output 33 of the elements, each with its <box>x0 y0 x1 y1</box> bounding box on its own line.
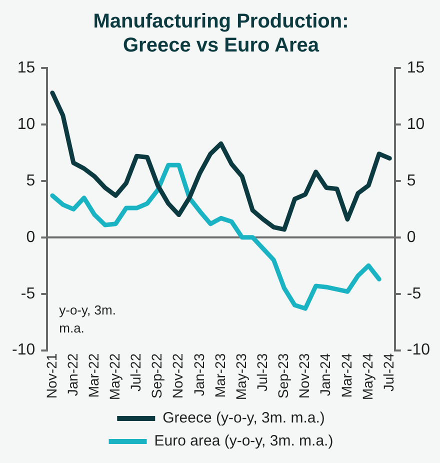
x-tick-label: Jan-24 <box>317 353 334 396</box>
x-tick-label: Nov-22 <box>170 353 186 398</box>
x-tick-label: May-22 <box>106 353 122 400</box>
x-tick-label: Jan-23 <box>190 353 207 396</box>
y-tick-label: 5 <box>26 172 36 190</box>
y-tick-label: -10 <box>12 342 36 359</box>
y2-tick-label: -5 <box>406 285 422 302</box>
y2-tick-label: 0 <box>406 228 416 246</box>
y2-tick-label: 10 <box>406 116 425 133</box>
x-tick-label: Nov-23 <box>296 353 312 398</box>
y2-tick-label: -10 <box>406 342 430 359</box>
y2-tick-label: 5 <box>406 172 416 190</box>
y-tick-label: 10 <box>17 116 36 133</box>
x-tick-label: Jul-22 <box>128 353 144 392</box>
legend-label: Greece (y-o-y, 3m. m.a.) <box>162 410 325 427</box>
y-tick-label: 0 <box>26 228 36 246</box>
x-tick-label: Jul-23 <box>254 353 270 392</box>
x-tick-label: May-23 <box>232 353 249 400</box>
chart-title: Manufacturing Production: Greece vs Euro Area <box>93 10 349 57</box>
x-tick-label: Mar-22 <box>85 353 102 398</box>
x-tick-label: Sep-23 <box>275 353 292 398</box>
x-tick-label: Sep-22 <box>148 353 165 398</box>
x-tick-label: Mar-23 <box>212 353 228 398</box>
x-tick-label: Mar-24 <box>338 353 354 398</box>
legend-label: Euro area (y-o-y, 3m. m.a.) <box>154 432 334 450</box>
y2-tick-label: 15 <box>406 59 425 76</box>
x-tick-label: Jan-22 <box>64 353 80 396</box>
annotation: y-o-y, 3m. m.a. <box>59 302 116 336</box>
y-tick-label: 15 <box>17 59 36 76</box>
x-tick-label: May-24 <box>359 353 376 400</box>
y-tick-label: -5 <box>20 285 36 302</box>
x-tick-label: Nov-21 <box>43 353 60 398</box>
x-tick-label: Jul-24 <box>380 353 396 392</box>
